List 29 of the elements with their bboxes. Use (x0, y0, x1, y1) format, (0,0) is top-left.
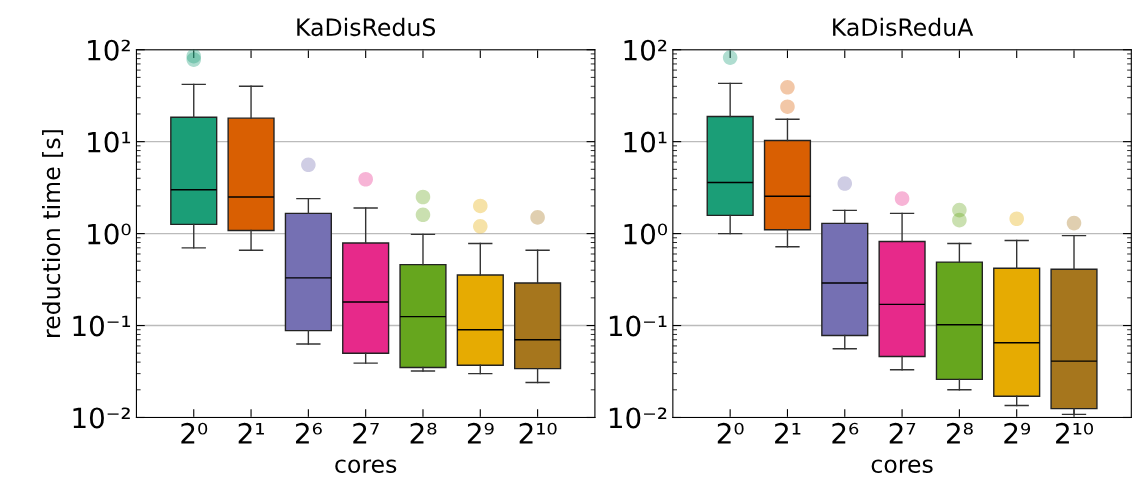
x-tick-label: 2⁹ (1004, 422, 1031, 444)
x-tick-label: 2¹ (238, 422, 264, 444)
x-tick-label: 2⁷ (353, 422, 379, 444)
x-tick-label: 2⁰ (717, 422, 744, 444)
y-tick-label: 10⁰ (624, 223, 668, 245)
x-tick-label: 2¹ (775, 422, 801, 444)
x-tick-label: 2⁶ (832, 422, 859, 444)
y-tick-label: 10² (88, 39, 130, 61)
chart-title: KaDisReduS (297, 17, 436, 37)
x-axis-title: cores (335, 459, 397, 474)
x-tick-label: 2⁸ (410, 422, 437, 444)
x-tick-label: 2⁹ (467, 422, 494, 444)
x-tick-label: 2⁰ (181, 422, 208, 444)
y-tick-label: 10⁻¹ (73, 315, 131, 337)
y-tick-label: 10² (624, 39, 667, 61)
x-tick-label: 2⁸ (947, 422, 973, 444)
y-tick-label: 10⁻² (609, 407, 667, 429)
x-tick-label: 2¹⁰ (1056, 422, 1094, 444)
y-tick-label: 10⁻² (73, 407, 130, 429)
y-axis-title: reduction time [s] (42, 130, 64, 337)
y-tick-label: 10⁻¹ (609, 315, 667, 337)
x-tick-label: 2⁶ (296, 422, 322, 444)
x-tick-label: 2¹⁰ (519, 422, 557, 444)
y-tick-label: 10¹ (88, 131, 131, 153)
chart-title: KaDisReduA (833, 17, 974, 37)
x-tick-label: 2⁷ (889, 422, 916, 444)
y-tick-label: 10¹ (624, 131, 667, 153)
x-axis-title: cores (871, 459, 933, 474)
y-tick-label: 10⁰ (88, 223, 131, 245)
